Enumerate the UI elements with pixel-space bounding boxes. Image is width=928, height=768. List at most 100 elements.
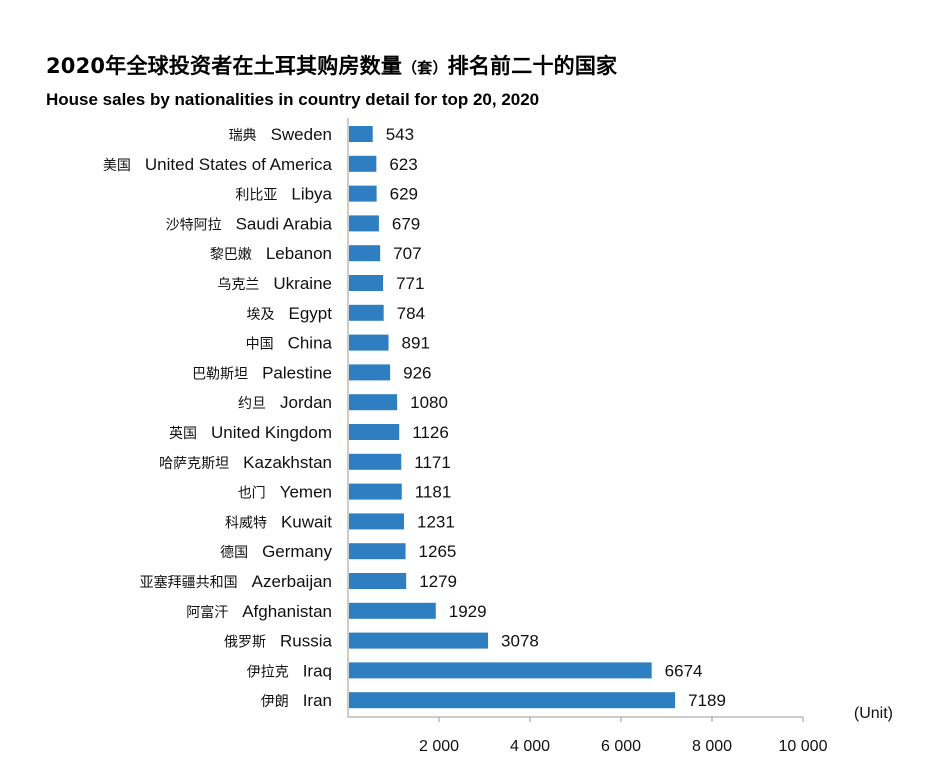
bar: [349, 483, 402, 500]
category-label-en: Saudi Arabia: [236, 214, 333, 233]
category-label-en: Palestine: [262, 363, 332, 382]
value-label: 1265: [419, 542, 457, 561]
category-label-en: Ukraine: [273, 274, 332, 293]
chart-title-cn: 2020年全球投资者在土耳其购房数量（套）排名前二十的国家: [46, 50, 617, 80]
bar: [349, 185, 377, 202]
value-label: 784: [397, 304, 425, 323]
x-tick-label: 4 000: [510, 738, 550, 755]
value-label: 629: [390, 185, 418, 204]
value-label: 1279: [419, 572, 457, 591]
category-label: 乌克兰 Ukraine: [217, 274, 332, 293]
category-label: 瑞典 Sweden: [229, 125, 332, 144]
category-label-en: United States of America: [145, 155, 333, 174]
value-label: 926: [403, 363, 431, 382]
category-label-cn: 俄罗斯: [224, 635, 266, 651]
category-label: 英国 United Kingdom: [169, 423, 332, 442]
chart-title-cn-main: 2020年全球投资者在土耳其购房数量: [46, 54, 403, 78]
category-label-cn: 阿富汗: [186, 604, 228, 621]
value-label: 7189: [688, 691, 726, 710]
category-label-cn: 科威特: [225, 515, 267, 531]
category-label: 阿富汗 Afghanistan: [186, 602, 332, 621]
category-label-en: Jordan: [280, 393, 332, 412]
category-label: 俄罗斯 Russia: [224, 632, 333, 651]
category-label-en: Germany: [262, 542, 332, 561]
category-label-en: Iraq: [303, 661, 332, 680]
bar: [349, 573, 407, 589]
category-label: 埃及 Egypt: [247, 304, 333, 323]
category-label-cn: 美国: [103, 158, 131, 174]
category-label-cn: 巴勒斯坦: [192, 366, 248, 382]
category-label-cn: 也门: [238, 486, 266, 502]
value-label: 543: [386, 125, 414, 144]
chart-title-en: House sales by nationalities in country …: [46, 90, 540, 109]
value-label: 6674: [665, 661, 703, 680]
x-tick-label: 8 000: [692, 738, 732, 755]
category-label-en: Iran: [303, 691, 332, 710]
category-label-en: Afghanistan: [242, 602, 332, 621]
category-label-cn: 中国: [246, 337, 274, 353]
value-label: 1231: [417, 512, 455, 531]
category-label-cn: 乌克兰: [217, 277, 259, 293]
category-label-cn: 瑞典: [229, 128, 257, 144]
bar: [349, 215, 379, 232]
category-label: 黎巴嫩 Lebanon: [210, 244, 332, 263]
value-label: 1126: [412, 423, 449, 442]
category-label-en: Yemen: [280, 483, 332, 502]
category-label: 美国 United States of America: [103, 155, 333, 174]
category-label: 中国 China: [246, 334, 333, 353]
category-label-en: Azerbaijan: [252, 572, 332, 591]
value-label: 891: [402, 334, 430, 353]
x-tick-label: 10 000: [779, 738, 828, 755]
bar: [349, 602, 436, 619]
bar: [349, 692, 676, 709]
x-tick-label: 6 000: [601, 738, 641, 755]
category-label-cn: 哈萨克斯坦: [159, 456, 229, 472]
category-label-cn: 英国: [169, 425, 197, 442]
category-label-en: Russia: [280, 632, 333, 651]
value-label: 3078: [501, 632, 539, 651]
value-label: 1181: [415, 483, 452, 502]
category-label: 沙特阿拉 Saudi Arabia: [166, 214, 333, 233]
category-label-cn: 利比亚: [235, 188, 277, 204]
bar: [349, 245, 381, 262]
bar: [349, 364, 391, 381]
category-label: 利比亚 Libya: [235, 185, 332, 204]
bar: [349, 155, 377, 172]
category-label-cn: 沙特阿拉: [166, 217, 222, 233]
category-label-cn: 黎巴嫩: [210, 247, 252, 263]
category-label: 德国 Germany: [220, 542, 332, 561]
category-label: 伊朗 Iran: [261, 691, 332, 710]
bar: [349, 394, 398, 411]
category-label-cn: 伊拉克: [247, 664, 289, 680]
value-label: 679: [392, 214, 420, 233]
category-label: 亚塞拜疆共和国 Azerbaijan: [140, 572, 332, 591]
bar: [349, 513, 405, 530]
bar: [349, 304, 384, 321]
category-label: 约旦 Jordan: [238, 393, 332, 412]
value-label: 1171: [414, 453, 451, 472]
category-label: 也门 Yemen: [238, 483, 332, 502]
category-label-en: Kuwait: [281, 512, 332, 531]
category-label: 科威特 Kuwait: [225, 512, 332, 531]
bar: [349, 543, 406, 560]
bar: [349, 424, 400, 440]
chart-title-cn-tail: 排名前二十的国家: [447, 54, 618, 78]
category-label-cn: 约旦: [238, 396, 266, 412]
category-label-en: United Kingdom: [211, 423, 332, 442]
bar: [349, 662, 652, 679]
bar: [349, 632, 489, 649]
bar: [349, 275, 384, 291]
category-label-en: Sweden: [271, 125, 332, 144]
category-label: 伊拉克 Iraq: [247, 661, 332, 680]
category-label-cn: 伊朗: [261, 694, 289, 710]
category-label-en: China: [288, 334, 333, 353]
category-label-en: Lebanon: [266, 244, 332, 263]
bar: [349, 334, 389, 351]
chart-title-cn-note: （套）: [402, 59, 448, 77]
bar: [349, 126, 373, 142]
unit-label: (Unit): [854, 705, 893, 722]
category-label-cn: 埃及: [247, 307, 275, 323]
category-label-cn: 亚塞拜疆共和国: [140, 574, 238, 591]
value-label: 771: [396, 274, 424, 293]
